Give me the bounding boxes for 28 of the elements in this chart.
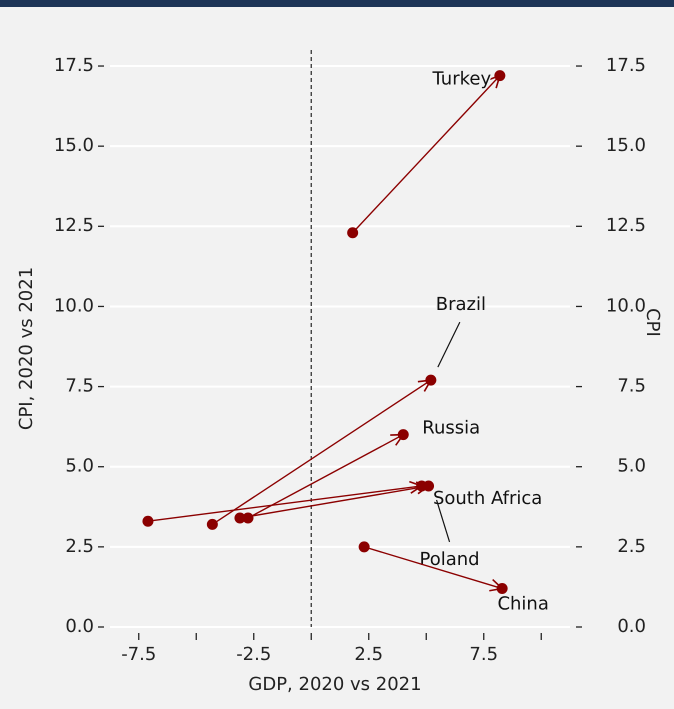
y-tick-label: 12.5 xyxy=(54,215,94,236)
y-tick-label: 17.5 xyxy=(54,54,94,76)
x-tick-label: 7.5 xyxy=(469,644,498,665)
y2-tick-label: 17.5 xyxy=(606,54,646,76)
y2-tick-label: 10.0 xyxy=(606,295,646,316)
y-axis-title: CPI, 2020 vs 2021 xyxy=(16,266,37,430)
y2-tick-label: 15.0 xyxy=(606,135,646,156)
series-label: South Africa xyxy=(432,488,542,509)
y-tick-label: 15.0 xyxy=(54,135,94,156)
series-label: China xyxy=(497,593,549,614)
x-tick-label: -2.5 xyxy=(236,644,272,665)
y-tick-label: 0.0 xyxy=(65,616,94,637)
y-tick-label: 7.5 xyxy=(65,376,94,397)
text: Poland xyxy=(420,548,480,570)
y2-tick-label: 2.5 xyxy=(617,536,646,557)
y-tick-label: 2.5 xyxy=(65,536,94,557)
series-label: Russia xyxy=(422,418,480,439)
series-label: Turkey xyxy=(432,68,492,90)
x-tick-label: 2.5 xyxy=(354,644,384,665)
x-axis-title: GDP, 2020 vs 2021 xyxy=(248,674,422,695)
y2-tick-label: 12.5 xyxy=(606,215,646,236)
y2-tick-label: 0.0 xyxy=(617,616,646,637)
y-tick-label: 10.0 xyxy=(54,295,94,316)
y2-tick-label: 5.0 xyxy=(617,456,646,477)
x-tick-label: -7.5 xyxy=(121,644,156,665)
text: Brazil xyxy=(436,294,486,316)
y-tick-label: 5.0 xyxy=(65,456,94,477)
y2-tick-label: 7.5 xyxy=(617,376,646,397)
